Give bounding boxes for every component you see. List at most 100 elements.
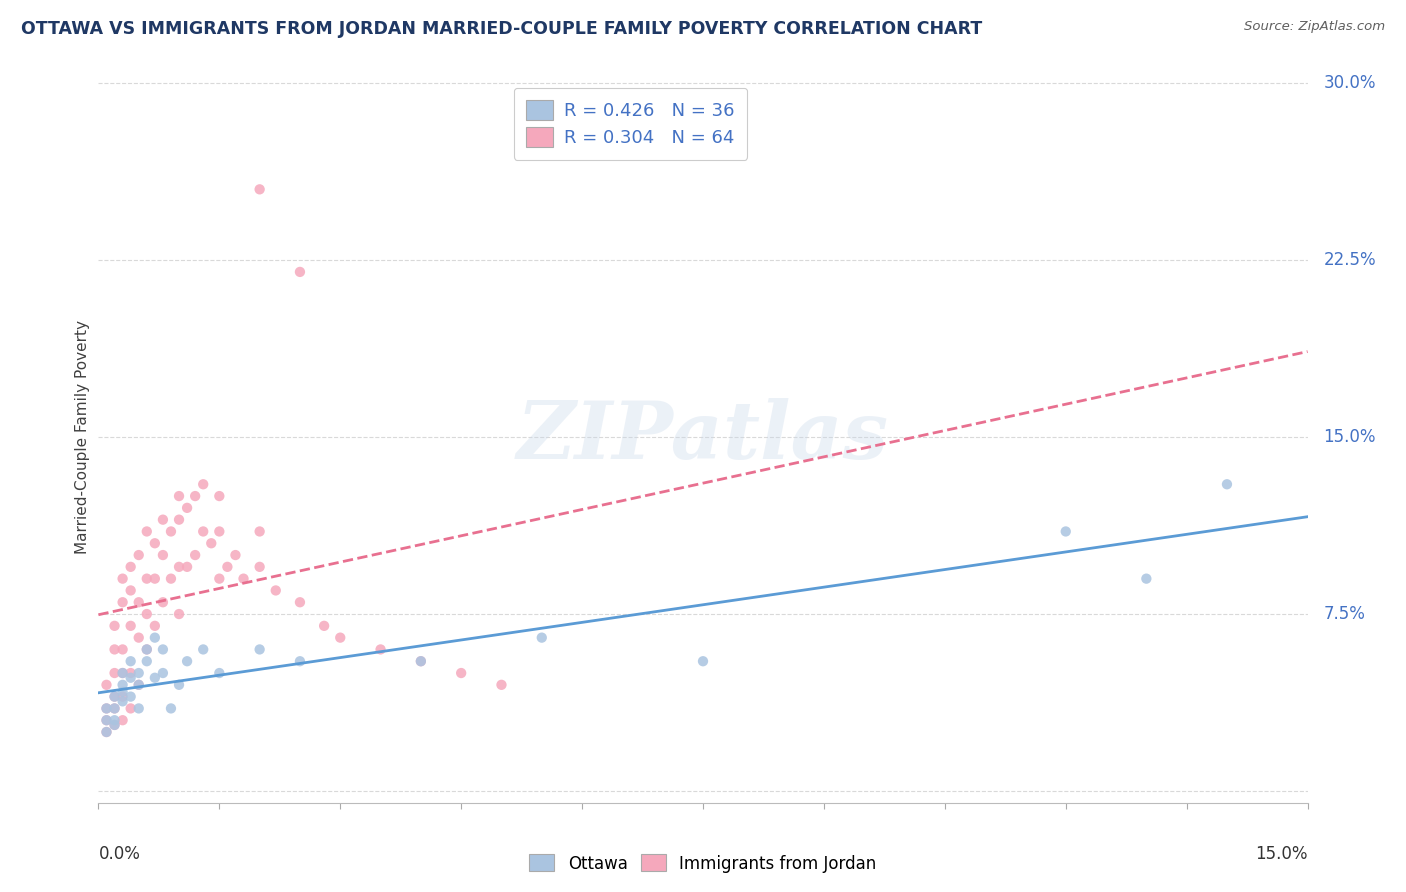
Point [288, 654, 311, 668]
Point [167, 489, 190, 503]
Point [167, 678, 190, 692]
Point [111, 678, 134, 692]
Point [96, 713, 118, 727]
Point [135, 642, 157, 657]
Point [288, 595, 311, 609]
Point [103, 690, 125, 704]
Point [370, 642, 392, 657]
Point [96, 725, 118, 739]
Point [103, 642, 125, 657]
Point [167, 559, 190, 574]
Point [111, 666, 134, 681]
Point [96, 701, 118, 715]
Point [111, 642, 134, 657]
Point [135, 524, 157, 539]
Point [264, 583, 287, 598]
Point [103, 690, 125, 704]
Point [103, 619, 125, 633]
Point [530, 631, 553, 645]
Text: OTTAWA VS IMMIGRANTS FROM JORDAN MARRIED-COUPLE FAMILY POVERTY CORRELATION CHART: OTTAWA VS IMMIGRANTS FROM JORDAN MARRIED… [21, 20, 983, 37]
Y-axis label: Married-Couple Family Poverty: Married-Couple Family Poverty [75, 320, 90, 554]
Point [208, 666, 231, 681]
Text: 0.0%: 0.0% [98, 846, 141, 863]
Point [193, 642, 215, 657]
Point [103, 718, 125, 732]
Point [128, 678, 150, 692]
Point [120, 619, 142, 633]
Point [120, 690, 142, 704]
Point [120, 654, 142, 668]
Point [111, 713, 134, 727]
Point [120, 671, 142, 685]
Point [152, 666, 174, 681]
Point [128, 631, 150, 645]
Point [249, 524, 271, 539]
Point [135, 572, 157, 586]
Point [1135, 572, 1157, 586]
Point [111, 694, 134, 708]
Point [120, 559, 142, 574]
Point [249, 642, 271, 657]
Point [329, 631, 352, 645]
Point [143, 671, 166, 685]
Point [176, 654, 198, 668]
Point [111, 690, 134, 704]
Point [193, 524, 215, 539]
Point [1054, 524, 1077, 539]
Point [184, 548, 207, 562]
Point [167, 513, 190, 527]
Point [143, 572, 166, 586]
Point [288, 265, 311, 279]
Point [232, 572, 254, 586]
Point [409, 654, 432, 668]
Point [160, 572, 183, 586]
Point [208, 489, 231, 503]
Point [128, 548, 150, 562]
Point [314, 619, 336, 633]
Legend: R = 0.426   N = 36, R = 0.304   N = 64: R = 0.426 N = 36, R = 0.304 N = 64 [513, 87, 748, 160]
Point [103, 701, 125, 715]
Point [176, 500, 198, 515]
Point [692, 654, 714, 668]
Point [409, 654, 432, 668]
Point [152, 642, 174, 657]
Point [1216, 477, 1239, 491]
Point [111, 666, 134, 681]
Point [193, 477, 215, 491]
Point [128, 595, 150, 609]
Point [120, 701, 142, 715]
Point [249, 559, 271, 574]
Point [208, 572, 231, 586]
Point [103, 713, 125, 727]
Point [450, 666, 472, 681]
Point [120, 583, 142, 598]
Point [491, 678, 513, 692]
Point [103, 701, 125, 715]
Point [135, 654, 157, 668]
Point [249, 182, 271, 196]
Point [143, 631, 166, 645]
Point [152, 513, 174, 527]
Point [96, 678, 118, 692]
Text: Source: ZipAtlas.com: Source: ZipAtlas.com [1244, 20, 1385, 33]
Point [111, 572, 134, 586]
Point [184, 489, 207, 503]
Point [96, 701, 118, 715]
Point [160, 701, 183, 715]
Point [96, 725, 118, 739]
Point [128, 678, 150, 692]
Legend: Ottawa, Immigrants from Jordan: Ottawa, Immigrants from Jordan [523, 847, 883, 880]
Point [208, 524, 231, 539]
Point [103, 666, 125, 681]
Point [217, 559, 239, 574]
Point [111, 595, 134, 609]
Point [160, 524, 183, 539]
Point [96, 713, 118, 727]
Point [135, 642, 157, 657]
Point [224, 548, 246, 562]
Point [200, 536, 222, 550]
Point [143, 619, 166, 633]
Text: 15.0%: 15.0% [1256, 846, 1308, 863]
Point [128, 666, 150, 681]
Text: ZIPatlas: ZIPatlas [517, 399, 889, 475]
